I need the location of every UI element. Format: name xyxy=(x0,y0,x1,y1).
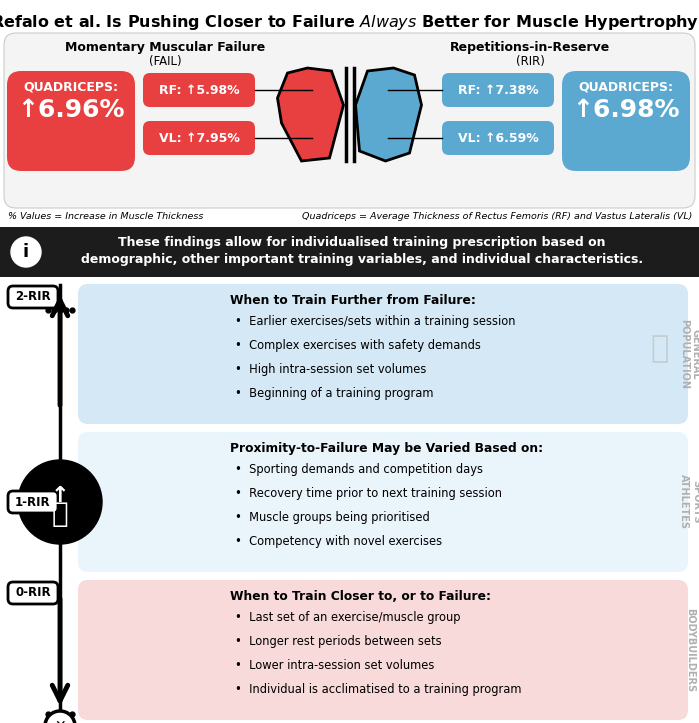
Text: •  Complex exercises with safety demands: • Complex exercises with safety demands xyxy=(235,339,481,352)
FancyBboxPatch shape xyxy=(8,582,58,604)
Text: •  Lower intra-session set volumes: • Lower intra-session set volumes xyxy=(235,659,434,672)
Text: % Values = Increase in Muscle Thickness: % Values = Increase in Muscle Thickness xyxy=(8,212,203,221)
Text: •  Recovery time prior to next training session: • Recovery time prior to next training s… xyxy=(235,487,502,500)
Text: (FAIL): (FAIL) xyxy=(149,55,181,68)
Text: QUADRICEPS:: QUADRICEPS: xyxy=(579,81,674,94)
Text: Repetitions-in-Reserve: Repetitions-in-Reserve xyxy=(450,41,610,54)
FancyBboxPatch shape xyxy=(78,580,688,720)
FancyBboxPatch shape xyxy=(442,121,554,155)
Text: Refalo et al. Is Pushing Closer to Failure $\bf{\it{Always}}$ Better for Muscle : Refalo et al. Is Pushing Closer to Failu… xyxy=(0,13,699,32)
Polygon shape xyxy=(356,68,421,161)
Text: QUADRICEPS:: QUADRICEPS: xyxy=(24,81,119,94)
Text: 2-RIR: 2-RIR xyxy=(15,291,51,304)
Text: GENERAL
POPULATION: GENERAL POPULATION xyxy=(679,319,699,389)
Text: •  Longer rest periods between sets: • Longer rest periods between sets xyxy=(235,635,442,648)
Text: •  High intra-session set volumes: • High intra-session set volumes xyxy=(235,363,426,376)
Text: 1-RIR: 1-RIR xyxy=(15,495,51,508)
FancyBboxPatch shape xyxy=(442,73,554,107)
FancyBboxPatch shape xyxy=(4,33,695,208)
Text: ↑: ↑ xyxy=(51,486,69,506)
Text: ✕: ✕ xyxy=(55,719,66,723)
Text: When to Train Closer to, or to Failure:: When to Train Closer to, or to Failure: xyxy=(230,590,491,603)
Text: These findings allow for individualised training prescription based on: These findings allow for individualised … xyxy=(118,236,606,249)
Text: Proximity-to-Failure May be Varied Based on:: Proximity-to-Failure May be Varied Based… xyxy=(230,442,543,455)
FancyBboxPatch shape xyxy=(8,286,58,308)
Text: •  Earlier exercises/sets within a training session: • Earlier exercises/sets within a traini… xyxy=(235,315,515,328)
Circle shape xyxy=(45,711,75,723)
Polygon shape xyxy=(278,68,343,161)
Circle shape xyxy=(18,460,102,544)
FancyBboxPatch shape xyxy=(78,284,688,424)
FancyBboxPatch shape xyxy=(7,71,135,171)
Text: 0-RIR: 0-RIR xyxy=(15,586,51,599)
Text: •  Sporting demands and competition days: • Sporting demands and competition days xyxy=(235,463,483,476)
FancyBboxPatch shape xyxy=(143,73,255,107)
Text: (RIR): (RIR) xyxy=(516,55,545,68)
FancyBboxPatch shape xyxy=(562,71,690,171)
FancyBboxPatch shape xyxy=(78,432,688,572)
Text: ↑6.96%: ↑6.96% xyxy=(17,98,124,122)
Text: SPORTS
ATHLETES: SPORTS ATHLETES xyxy=(679,474,699,529)
Text: Momentary Muscular Failure: Momentary Muscular Failure xyxy=(65,41,265,54)
Text: VL: ↑7.95%: VL: ↑7.95% xyxy=(159,132,240,145)
Text: Quadriceps = Average Thickness of Rectus Femoris (RF) and Vastus Lateralis (VL): Quadriceps = Average Thickness of Rectus… xyxy=(302,212,692,221)
Text: 🥊: 🥊 xyxy=(651,335,669,364)
FancyBboxPatch shape xyxy=(8,491,58,513)
Text: RF: ↑7.38%: RF: ↑7.38% xyxy=(458,83,538,96)
Text: •  Competency with novel exercises: • Competency with novel exercises xyxy=(235,535,442,548)
Text: ↑6.98%: ↑6.98% xyxy=(572,98,679,122)
Circle shape xyxy=(11,237,41,267)
Bar xyxy=(0,227,699,277)
Text: i: i xyxy=(23,243,29,261)
FancyBboxPatch shape xyxy=(143,121,255,155)
Text: •  Last set of an exercise/muscle group: • Last set of an exercise/muscle group xyxy=(235,611,461,624)
Text: RF: ↑5.98%: RF: ↑5.98% xyxy=(159,83,239,96)
Text: When to Train Further from Failure:: When to Train Further from Failure: xyxy=(230,294,476,307)
Text: 💪: 💪 xyxy=(52,500,69,528)
Text: demographic, other important training variables, and individual characteristics.: demographic, other important training va… xyxy=(81,253,643,266)
Text: BODYBUILDERS: BODYBUILDERS xyxy=(685,608,695,692)
Text: •  Individual is acclimatised to a training program: • Individual is acclimatised to a traini… xyxy=(235,683,521,696)
Text: •  Muscle groups being prioritised: • Muscle groups being prioritised xyxy=(235,511,430,524)
Text: •  Beginning of a training program: • Beginning of a training program xyxy=(235,387,433,400)
Text: VL: ↑6.59%: VL: ↑6.59% xyxy=(458,132,538,145)
